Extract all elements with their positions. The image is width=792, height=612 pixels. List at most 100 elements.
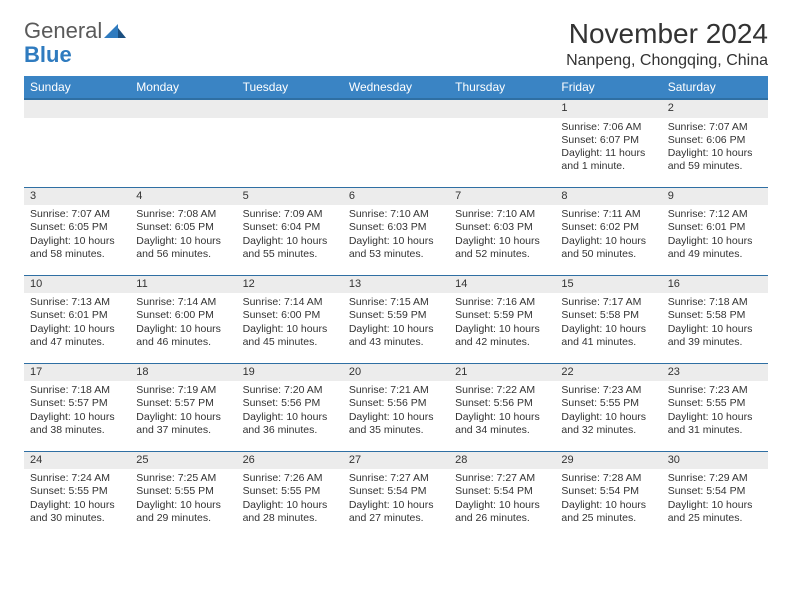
day-number: 22 [555,364,661,382]
day-number [24,100,130,118]
calendar-day-cell: 19Sunrise: 7:20 AMSunset: 5:56 PMDayligh… [237,363,343,451]
daylight-line: Daylight: 10 hours and 37 minutes. [136,411,230,437]
sunrise-line: Sunrise: 7:26 AM [243,472,337,485]
daylight-line: Daylight: 10 hours and 45 minutes. [243,323,337,349]
calendar-day-cell: 2Sunrise: 7:07 AMSunset: 6:06 PMDaylight… [662,99,768,187]
sunrise-line: Sunrise: 7:29 AM [668,472,762,485]
day-details: Sunrise: 7:18 AMSunset: 5:58 PMDaylight:… [662,293,768,353]
day-number: 23 [662,364,768,382]
day-details: Sunrise: 7:09 AMSunset: 6:04 PMDaylight:… [237,205,343,265]
calendar-day-cell [130,99,236,187]
sunrise-line: Sunrise: 7:27 AM [349,472,443,485]
calendar-day-cell: 4Sunrise: 7:08 AMSunset: 6:05 PMDaylight… [130,187,236,275]
sunset-line: Sunset: 6:01 PM [668,221,762,234]
day-number: 6 [343,188,449,206]
sunset-line: Sunset: 5:55 PM [668,397,762,410]
sunrise-line: Sunrise: 7:25 AM [136,472,230,485]
day-number: 27 [343,452,449,470]
calendar-day-cell: 26Sunrise: 7:26 AMSunset: 5:55 PMDayligh… [237,451,343,539]
calendar-day-cell: 21Sunrise: 7:22 AMSunset: 5:56 PMDayligh… [449,363,555,451]
day-number: 16 [662,276,768,294]
daylight-line: Daylight: 10 hours and 35 minutes. [349,411,443,437]
sunset-line: Sunset: 5:57 PM [30,397,124,410]
daylight-line: Daylight: 10 hours and 55 minutes. [243,235,337,261]
calendar-day-cell: 9Sunrise: 7:12 AMSunset: 6:01 PMDaylight… [662,187,768,275]
day-number: 4 [130,188,236,206]
calendar-header-row: SundayMondayTuesdayWednesdayThursdayFrid… [24,76,768,99]
sunrise-line: Sunrise: 7:06 AM [561,121,655,134]
day-details: Sunrise: 7:19 AMSunset: 5:57 PMDaylight:… [130,381,236,441]
logo-text-general: General [24,18,102,44]
sunset-line: Sunset: 6:04 PM [243,221,337,234]
day-details: Sunrise: 7:26 AMSunset: 5:55 PMDaylight:… [237,469,343,529]
logo-triangle-icon [104,18,126,44]
location: Nanpeng, Chongqing, China [566,52,768,70]
sunset-line: Sunset: 6:00 PM [243,309,337,322]
sunset-line: Sunset: 6:01 PM [30,309,124,322]
sunset-line: Sunset: 5:54 PM [668,485,762,498]
sunrise-line: Sunrise: 7:07 AM [30,208,124,221]
sunset-line: Sunset: 5:54 PM [455,485,549,498]
sunset-line: Sunset: 5:54 PM [349,485,443,498]
day-details: Sunrise: 7:15 AMSunset: 5:59 PMDaylight:… [343,293,449,353]
calendar-day-cell: 3Sunrise: 7:07 AMSunset: 6:05 PMDaylight… [24,187,130,275]
daylight-line: Daylight: 10 hours and 31 minutes. [668,411,762,437]
sunset-line: Sunset: 5:56 PM [455,397,549,410]
daylight-line: Daylight: 10 hours and 38 minutes. [30,411,124,437]
calendar-day-cell: 25Sunrise: 7:25 AMSunset: 5:55 PMDayligh… [130,451,236,539]
daylight-line: Daylight: 10 hours and 29 minutes. [136,499,230,525]
calendar-day-cell: 10Sunrise: 7:13 AMSunset: 6:01 PMDayligh… [24,275,130,363]
day-number: 12 [237,276,343,294]
daylight-line: Daylight: 10 hours and 30 minutes. [30,499,124,525]
daylight-line: Daylight: 10 hours and 36 minutes. [243,411,337,437]
calendar-day-cell: 16Sunrise: 7:18 AMSunset: 5:58 PMDayligh… [662,275,768,363]
sunrise-line: Sunrise: 7:14 AM [136,296,230,309]
calendar-week-row: 3Sunrise: 7:07 AMSunset: 6:05 PMDaylight… [24,187,768,275]
sunset-line: Sunset: 5:58 PM [668,309,762,322]
calendar-week-row: 17Sunrise: 7:18 AMSunset: 5:57 PMDayligh… [24,363,768,451]
sunset-line: Sunset: 6:03 PM [349,221,443,234]
day-details: Sunrise: 7:28 AMSunset: 5:54 PMDaylight:… [555,469,661,529]
calendar-day-cell: 17Sunrise: 7:18 AMSunset: 5:57 PMDayligh… [24,363,130,451]
day-number: 28 [449,452,555,470]
calendar-day-cell [343,99,449,187]
header: General November 2024 Nanpeng, Chongqing… [24,18,768,70]
sunset-line: Sunset: 5:58 PM [561,309,655,322]
daylight-line: Daylight: 10 hours and 53 minutes. [349,235,443,261]
day-details: Sunrise: 7:23 AMSunset: 5:55 PMDaylight:… [662,381,768,441]
day-details: Sunrise: 7:08 AMSunset: 6:05 PMDaylight:… [130,205,236,265]
daylight-line: Daylight: 10 hours and 59 minutes. [668,147,762,173]
weekday-header: Thursday [449,76,555,99]
daylight-line: Daylight: 10 hours and 49 minutes. [668,235,762,261]
day-details: Sunrise: 7:16 AMSunset: 5:59 PMDaylight:… [449,293,555,353]
sunrise-line: Sunrise: 7:22 AM [455,384,549,397]
calendar-day-cell: 14Sunrise: 7:16 AMSunset: 5:59 PMDayligh… [449,275,555,363]
sunrise-line: Sunrise: 7:10 AM [455,208,549,221]
day-details: Sunrise: 7:25 AMSunset: 5:55 PMDaylight:… [130,469,236,529]
calendar-day-cell: 22Sunrise: 7:23 AMSunset: 5:55 PMDayligh… [555,363,661,451]
weekday-header: Wednesday [343,76,449,99]
sunset-line: Sunset: 6:05 PM [30,221,124,234]
sunset-line: Sunset: 5:56 PM [349,397,443,410]
day-number: 11 [130,276,236,294]
day-number: 30 [662,452,768,470]
day-number: 26 [237,452,343,470]
day-details: Sunrise: 7:23 AMSunset: 5:55 PMDaylight:… [555,381,661,441]
title-block: November 2024 Nanpeng, Chongqing, China [566,18,768,70]
daylight-line: Daylight: 10 hours and 39 minutes. [668,323,762,349]
day-number: 13 [343,276,449,294]
sunrise-line: Sunrise: 7:08 AM [136,208,230,221]
sunset-line: Sunset: 5:55 PM [30,485,124,498]
calendar-day-cell: 1Sunrise: 7:06 AMSunset: 6:07 PMDaylight… [555,99,661,187]
sunrise-line: Sunrise: 7:20 AM [243,384,337,397]
day-details: Sunrise: 7:07 AMSunset: 6:05 PMDaylight:… [24,205,130,265]
daylight-line: Daylight: 10 hours and 46 minutes. [136,323,230,349]
logo: General [24,18,126,44]
daylight-line: Daylight: 10 hours and 25 minutes. [561,499,655,525]
day-number: 20 [343,364,449,382]
day-details: Sunrise: 7:10 AMSunset: 6:03 PMDaylight:… [343,205,449,265]
weekday-header: Sunday [24,76,130,99]
daylight-line: Daylight: 10 hours and 34 minutes. [455,411,549,437]
weekday-header: Monday [130,76,236,99]
day-number: 24 [24,452,130,470]
